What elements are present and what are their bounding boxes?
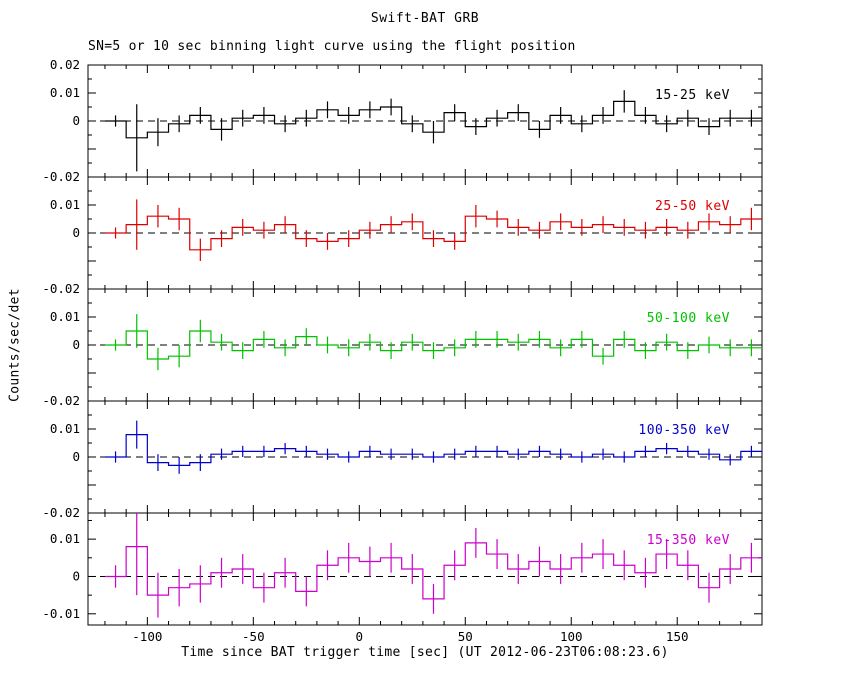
- svg-text:0.01: 0.01: [50, 421, 80, 436]
- x-axis-label: Time since BAT trigger time [sec] (UT 20…: [181, 645, 669, 660]
- svg-text:50: 50: [458, 629, 473, 644]
- chart-title: Swift-BAT GRB: [370, 11, 480, 26]
- band-label-100-350-kev: 100-350 keV: [638, 423, 730, 438]
- svg-text:0.01: 0.01: [50, 197, 80, 212]
- svg-text:0: 0: [356, 629, 364, 644]
- svg-text:-0.02: -0.02: [42, 393, 80, 408]
- svg-text:150: 150: [666, 629, 689, 644]
- svg-text:0.02: 0.02: [50, 57, 80, 72]
- svg-text:0: 0: [72, 113, 80, 128]
- svg-text:0: 0: [72, 449, 80, 464]
- band-label-50-100-kev: 50-100 keV: [646, 311, 730, 326]
- svg-text:-50: -50: [242, 629, 265, 644]
- svg-text:100: 100: [560, 629, 583, 644]
- chart-subtitle: SN=5 or 10 sec binning light curve using…: [88, 39, 576, 54]
- y-axis-label: Counts/sec/det: [7, 288, 23, 402]
- band-label-15-350-kev: 15-350 keV: [646, 533, 730, 548]
- svg-text:0.01: 0.01: [50, 85, 80, 100]
- band-label-25-50-kev: 25-50 keV: [655, 199, 730, 214]
- svg-text:-0.02: -0.02: [42, 505, 80, 520]
- svg-text:0: 0: [72, 568, 80, 583]
- svg-text:-0.02: -0.02: [42, 169, 80, 184]
- svg-text:0: 0: [72, 225, 80, 240]
- svg-text:0.01: 0.01: [50, 531, 80, 546]
- svg-text:-0.01: -0.01: [42, 606, 80, 621]
- svg-text:0: 0: [72, 337, 80, 352]
- svg-text:-0.02: -0.02: [42, 281, 80, 296]
- svg-text:0.01: 0.01: [50, 309, 80, 324]
- band-label-15-25-kev: 15-25 keV: [655, 88, 730, 103]
- svg-text:-100: -100: [132, 629, 162, 644]
